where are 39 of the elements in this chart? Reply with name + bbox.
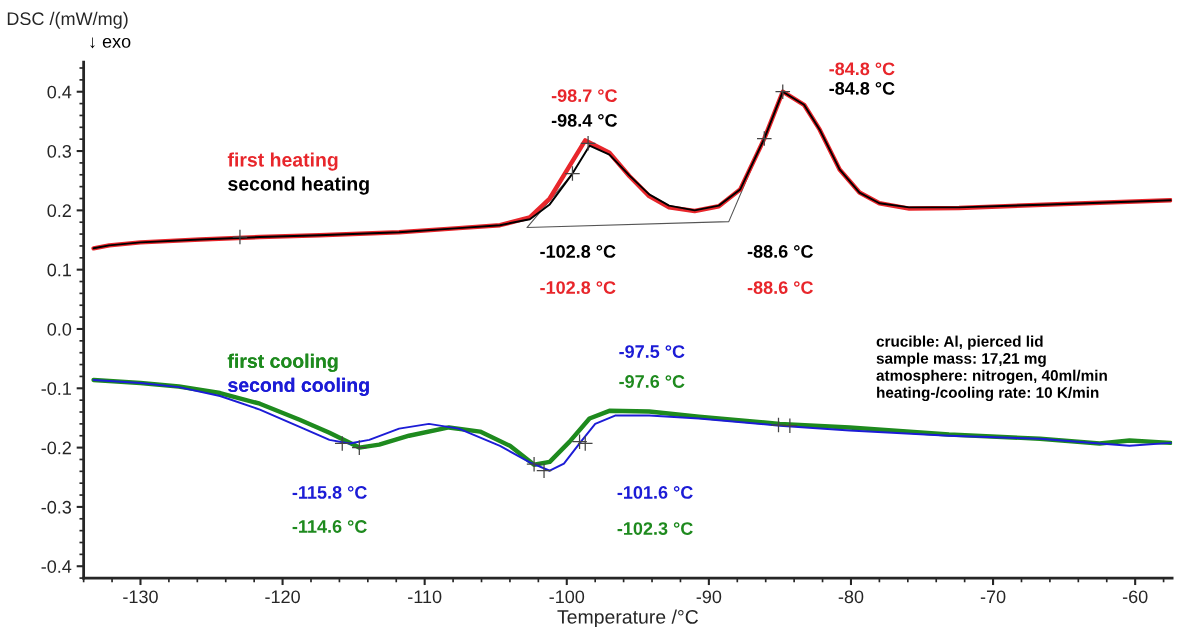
x-axis-title: Temperature /°C [557, 609, 699, 627]
annotation: -114.6 °C [292, 520, 367, 533]
y-tick-label: 0.0 [47, 322, 72, 336]
annotation: -102.3 °C [617, 522, 693, 535]
annotation: -98.4 °C [551, 113, 618, 127]
y-tick-label: -0.1 [41, 382, 71, 396]
annotation: -84.8 °C [829, 82, 895, 95]
annotation: -88.6 °C [747, 245, 813, 258]
annotation: -101.6 °C [617, 486, 693, 499]
series-label: second cooling [228, 377, 369, 396]
y-tick-label: 0.4 [47, 85, 72, 99]
annotation: -88.6 °C [747, 281, 813, 294]
y-tick-label: -0.4 [41, 560, 72, 573]
x-tick-label: -120 [265, 590, 300, 604]
series-label: second heating [228, 176, 369, 195]
text: ↓ exo [90, 37, 131, 49]
x-tick-label: -110 [408, 590, 442, 604]
x-tick-label: -60 [1122, 590, 1148, 604]
x-tick-label: -80 [838, 590, 864, 604]
x-tick-label: -90 [696, 590, 722, 604]
annotation: -98.7 °C [551, 89, 618, 103]
annotation: -102.8 °C [540, 281, 616, 294]
x-tick-label: -70 [980, 590, 1006, 604]
annotation: -97.5 °C [619, 345, 685, 358]
y-tick-label: -0.2 [41, 441, 71, 455]
y-tick-label: 0.2 [47, 204, 71, 218]
y-tick-label: 0.1 [47, 263, 71, 277]
y-tick-label: -0.3 [41, 500, 72, 514]
x-tick-label: -100 [549, 590, 585, 604]
y-tick-label: 0.3 [47, 144, 72, 158]
annotation: -84.8 °C [829, 62, 895, 76]
annotation: -115.8 °C [292, 486, 367, 499]
y-axis-title: DSC /(mW/mg) [7, 11, 128, 29]
text: first heating [227, 152, 338, 171]
series-label: first cooling [227, 353, 338, 372]
x-tick-label: -130 [123, 590, 158, 604]
annotation: -97.6 °C [619, 375, 685, 388]
annotation: -102.8 °C [540, 245, 616, 258]
annotation: crucible: Al, pierced lid sample mass: 17,21 mg atmosphere: nitrogen, 40ml/min heating-/cooling rate: 10 K/min [876, 335, 1107, 402]
